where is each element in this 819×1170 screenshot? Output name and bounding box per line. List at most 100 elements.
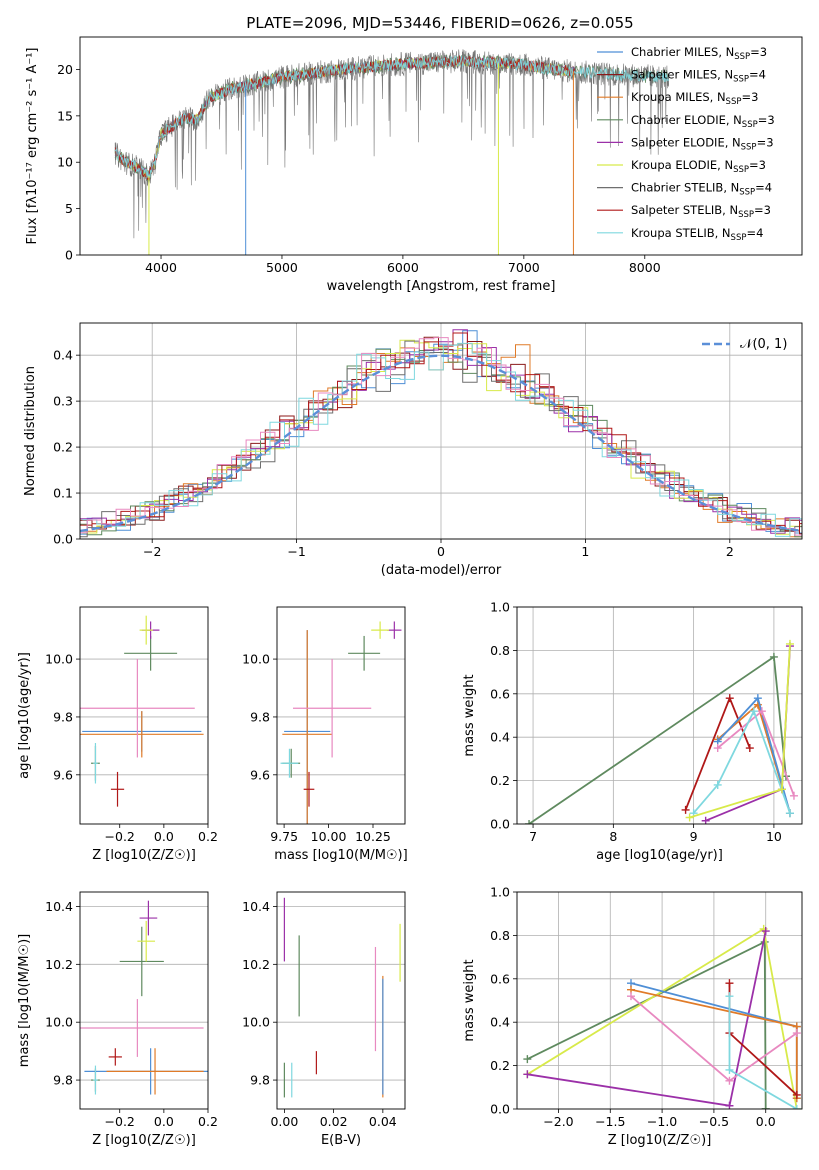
y-tick-label: 9.6	[53, 767, 73, 782]
plot-frame	[516, 891, 803, 1110]
y-tick-label: 0.8	[490, 643, 510, 658]
y-tick-label: 0.6	[490, 686, 510, 701]
y-tick-label: 20	[57, 62, 73, 77]
y-tick-label: 0.8	[490, 928, 510, 943]
mass-weight-marker	[761, 1105, 770, 1109]
histogram-series	[82, 342, 802, 537]
mass-weight-marker	[681, 805, 690, 814]
legend-subscript: SSP	[742, 120, 758, 130]
histogram-series	[80, 337, 802, 536]
mass-weight-marker	[713, 744, 722, 753]
mass-weight-series-line	[684, 695, 751, 811]
x-tick-label: 7	[529, 829, 537, 844]
plot-area	[283, 897, 401, 1098]
y-tick-label: 0	[65, 248, 73, 263]
histogram-series	[80, 329, 802, 534]
histogram-series	[82, 343, 802, 538]
histogram-series	[80, 330, 802, 535]
legend-subscript: SSP	[739, 188, 755, 198]
x-tick-label: 2	[726, 544, 734, 559]
x-tick-label: −2	[143, 544, 161, 559]
x-tick-label: 10.00	[311, 829, 347, 844]
y-tick-label: 0.1	[53, 486, 73, 501]
x-tick-label: −0.2	[105, 829, 135, 844]
x-axis-label: age [log10(age/yr)]	[596, 848, 723, 863]
y-tick-label: 1.0	[490, 885, 510, 900]
legend-label: Salpeter MILES, NSSP=4	[631, 68, 766, 85]
mass-weight-marker	[523, 1055, 532, 1064]
y-tick-label: 5	[65, 201, 73, 216]
y-tick-label: 10.2	[45, 957, 73, 972]
y-axis-label: age [log10(age/yr)]	[17, 652, 32, 779]
mass-weight-series-line	[705, 646, 791, 822]
x-tick-label: 0.02	[320, 1114, 348, 1129]
y-tick-label: 0.0	[490, 817, 510, 832]
x-tick-label: 0.0	[154, 1114, 174, 1129]
plot-area	[80, 329, 802, 538]
plot-frame	[79, 322, 803, 540]
x-tick-label: 0	[437, 544, 445, 559]
legend-subscript: SSP	[733, 75, 749, 85]
age-vs-mass-panel: 9.75 10.00 10.25 9.6 9.8 10.0 mass [log10(M/M☉…	[242, 606, 408, 863]
legend-label: Salpeter ELODIE, NSSP=3	[631, 135, 774, 152]
legend-subscript: SSP	[726, 97, 742, 107]
y-tick-label: 0.2	[490, 1058, 510, 1073]
y-tick-label: 10.2	[242, 957, 270, 972]
x-tick-label: 0.0	[154, 829, 174, 844]
y-tick-label: 10	[57, 155, 73, 170]
legend-subscript: SSP	[734, 52, 750, 62]
mass-weight-marker	[725, 694, 734, 703]
x-tick-label: −0.5	[699, 1114, 729, 1129]
mass-weight-vs-age-panel: 7 8 9 10 0.0 0.2 0.4 0.6 0.8 1.0 age [log10(age/yr…	[462, 600, 803, 863]
x-tick-label: 1	[581, 544, 589, 559]
x-tick-label: 0.2	[198, 829, 218, 844]
mass-vs-metallicity-panel: −0.2 0.0 0.2 9.8 10.0 10.2 10.4 Z [log10(Z/Z☉)]…	[17, 891, 218, 1148]
x-tick-label: −2.0	[543, 1114, 573, 1129]
mass-weight-marker	[701, 816, 710, 824]
plot-area	[80, 615, 204, 807]
y-tick-label: 0.0	[490, 1102, 510, 1117]
x-tick-label: 10	[766, 829, 782, 844]
mass-weight-marker	[725, 979, 734, 988]
mass-weight-marker	[769, 652, 778, 661]
x-axis-label: mass [log10(M/M☉)]	[274, 848, 407, 863]
y-axis-label: mass weight	[462, 674, 477, 756]
spectrum-series-line	[114, 54, 575, 181]
legend-label: Chabrier ELODIE, NSSP=3	[631, 113, 775, 130]
x-tick-label: 0.0	[756, 1114, 776, 1129]
x-axis-label: Z [log10(Z/Z☉)]	[92, 848, 196, 863]
x-axis-label: Z [log10(Z/Z☉)]	[92, 1133, 196, 1148]
histogram-series	[82, 339, 802, 535]
x-tick-label: 8000	[629, 260, 661, 275]
legend-label: Salpeter STELIB, NSSP=3	[631, 203, 771, 220]
spectrum-series-line	[114, 54, 670, 179]
y-tick-label: 0.3	[53, 394, 73, 409]
plot-frame	[516, 606, 803, 825]
y-tick-label: 0.4	[490, 730, 510, 745]
y-tick-label: 10.0	[45, 652, 73, 667]
legend-subscript: SSP	[741, 142, 757, 152]
y-tick-label: 9.8	[250, 1073, 270, 1088]
y-tick-label: 10.0	[242, 652, 270, 667]
legend-suffix: =3	[741, 90, 758, 104]
mass-weight-marker	[753, 694, 762, 703]
legend-label: Chabrier MILES, NSSP=3	[631, 45, 767, 62]
mass-weight-vs-metallicity-panel: −2.0 −1.5 −1.0 −0.5 0.0 0.0 0.2 0.4 0.6 0.8 1.0 Z […	[462, 885, 803, 1148]
y-axis-label: Normed distribution	[23, 366, 38, 496]
x-tick-label: 0.00	[270, 1114, 298, 1129]
y-tick-label: 15	[57, 108, 73, 123]
mass-weight-marker	[745, 744, 754, 753]
legend-suffix: =4	[755, 181, 772, 195]
legend-label: Chabrier STELIB, NSSP=4	[631, 181, 772, 198]
legend-suffix: =3	[757, 135, 774, 149]
residual-histogram-panel: −2 −1 0 1 2 0.0 0.1 0.2 0.3 0.4 (data-model)/error…	[23, 322, 803, 578]
x-tick-label: 9.75	[270, 829, 298, 844]
y-tick-label: 10.4	[242, 899, 270, 914]
y-tick-label: 9.6	[250, 767, 270, 782]
y-tick-label: 0.6	[490, 971, 510, 986]
x-tick-label: −1	[287, 544, 305, 559]
spectrum-panel: 4000 5000 6000 7000 8000 0 5 10 15 20 wavelength […	[25, 36, 803, 294]
plot-area	[280, 621, 402, 824]
mass-weight-marker	[725, 1065, 734, 1074]
